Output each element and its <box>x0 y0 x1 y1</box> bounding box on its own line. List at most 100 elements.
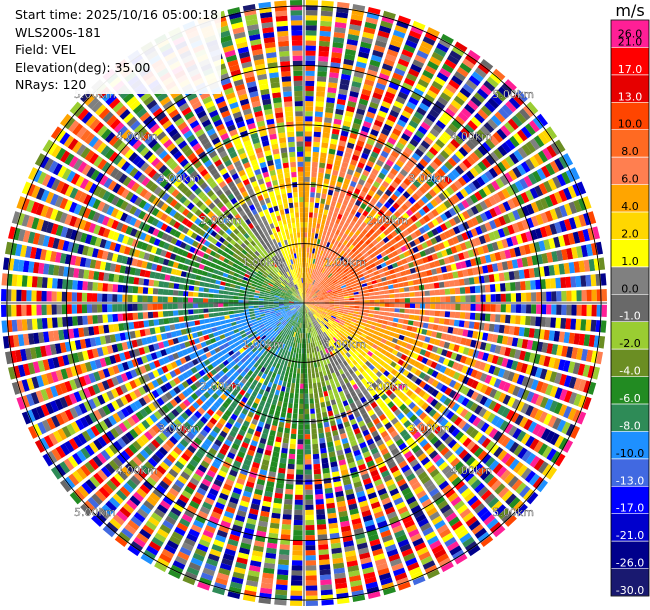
velocity-gate <box>318 233 322 240</box>
velocity-gate <box>448 516 460 527</box>
velocity-gate <box>345 48 356 56</box>
velocity-gate <box>362 210 369 217</box>
velocity-gate <box>253 545 264 553</box>
velocity-gate <box>489 521 502 534</box>
velocity-gate <box>505 455 516 467</box>
velocity-gate <box>342 348 348 354</box>
velocity-gate <box>397 359 405 366</box>
velocity-gate <box>339 301 345 303</box>
velocity-gate <box>346 142 355 149</box>
velocity-gate <box>401 133 411 142</box>
velocity-gate <box>403 468 413 478</box>
velocity-gate <box>313 305 319 308</box>
velocity-gate <box>462 386 470 396</box>
velocity-gate <box>304 368 308 374</box>
velocity-gate <box>423 93 435 104</box>
velocity-gate <box>457 484 469 495</box>
velocity-gate <box>393 283 399 289</box>
velocity-gate <box>340 273 347 278</box>
velocity-gate <box>489 284 496 293</box>
velocity-gate <box>304 303 306 308</box>
velocity-gate <box>319 301 325 303</box>
velocity-gate <box>305 45 316 51</box>
velocity-gate <box>452 549 465 561</box>
velocity-gate <box>372 451 381 460</box>
velocity-gate <box>575 318 582 331</box>
velocity-gate <box>346 105 356 113</box>
velocity-gate <box>464 491 476 503</box>
velocity-gate <box>535 228 543 239</box>
velocity-gate <box>429 85 441 95</box>
velocity-gate <box>493 205 502 216</box>
velocity-gate <box>390 238 397 245</box>
velocity-gate <box>528 328 535 338</box>
velocity-gate <box>483 323 490 332</box>
velocity-gate <box>311 274 315 280</box>
velocity-gate <box>519 108 531 121</box>
velocity-gate <box>424 350 431 358</box>
velocity-gate <box>343 58 354 66</box>
velocity-gate <box>498 107 510 120</box>
velocity-gate <box>357 354 364 360</box>
velocity-gate <box>309 273 312 279</box>
velocity-gate <box>313 305 319 307</box>
velocity-gate <box>542 129 553 142</box>
velocity-gate <box>312 315 316 320</box>
velocity-gate <box>351 353 358 359</box>
velocity-gate <box>495 314 501 323</box>
velocity-gate <box>308 305 313 308</box>
velocity-gate <box>302 308 304 313</box>
velocity-gate <box>434 363 442 371</box>
velocity-gate <box>313 269 317 275</box>
velocity-gate <box>532 476 544 490</box>
velocity-gate <box>373 193 381 201</box>
velocity-gate <box>404 292 410 298</box>
velocity-gate <box>358 367 365 374</box>
velocity-gate <box>325 380 330 386</box>
velocity-gate <box>444 127 455 137</box>
velocity-gate <box>439 418 449 428</box>
velocity-gate <box>316 340 320 347</box>
velocity-gate <box>299 343 302 349</box>
velocity-gate <box>310 413 316 419</box>
velocity-gate <box>305 525 315 531</box>
velocity-gate <box>367 350 374 357</box>
velocity-gate <box>515 293 522 302</box>
velocity-gate <box>507 224 515 235</box>
velocity-gate <box>473 148 484 159</box>
velocity-gate <box>355 388 362 395</box>
velocity-gate <box>457 419 467 430</box>
velocity-gate <box>366 586 380 595</box>
velocity-gate <box>320 584 333 591</box>
velocity-gate <box>328 295 334 298</box>
velocity-gate <box>309 247 313 254</box>
velocity-gate <box>526 292 532 302</box>
velocity-gate <box>451 194 461 204</box>
velocity-gate <box>408 441 418 450</box>
velocity-gate <box>451 153 461 164</box>
velocity-gate <box>308 305 313 309</box>
velocity-gate <box>416 490 427 500</box>
velocity-gate <box>476 506 489 518</box>
velocity-gate <box>320 447 327 454</box>
velocity-gate <box>392 396 400 404</box>
velocity-gate <box>227 326 234 332</box>
velocity-gate <box>326 369 331 375</box>
velocity-gate <box>336 286 342 291</box>
velocity-gate <box>332 195 338 202</box>
velocity-gate <box>305 333 308 339</box>
velocity-gate <box>442 240 450 248</box>
velocity-gate <box>311 309 316 314</box>
velocity-gate <box>322 282 328 287</box>
velocity-gate <box>500 469 511 481</box>
velocity-gate <box>449 413 459 423</box>
velocity-gate <box>525 141 536 154</box>
velocity-gate <box>449 311 456 318</box>
velocity-gate <box>374 456 384 464</box>
velocity-gate <box>440 561 454 573</box>
velocity-gate <box>535 279 541 290</box>
velocity-gate <box>375 176 383 184</box>
velocity-gate <box>315 290 321 294</box>
velocity-gate <box>300 323 302 329</box>
velocity-gate <box>346 317 352 321</box>
